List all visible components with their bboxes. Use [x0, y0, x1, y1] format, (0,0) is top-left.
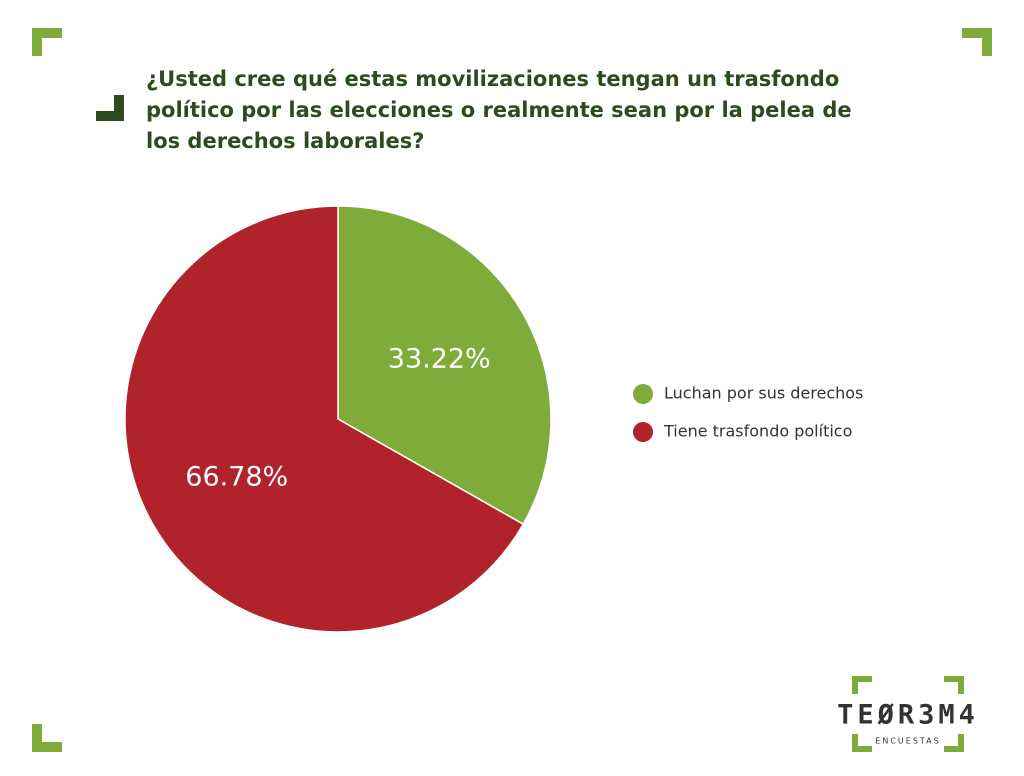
decoration — [32, 28, 992, 752]
chart-title: ¿Usted cree qué estas movilizaciones ten… — [146, 67, 852, 153]
brand-tagline: ENCUESTAS — [875, 737, 940, 746]
brand-name: TEØR3M4 — [837, 700, 979, 731]
value-label: 66.78% — [185, 461, 288, 492]
value-label: 33.22% — [388, 344, 491, 375]
legend-label: Tiene trasfondo político — [663, 422, 852, 441]
legend-label: Luchan por sus derechos — [664, 384, 863, 403]
pie-slice — [337, 205, 552, 526]
title-icon — [96, 95, 124, 121]
legend-marker — [633, 384, 653, 404]
pie-slice — [124, 205, 525, 633]
legend-marker — [633, 422, 653, 442]
